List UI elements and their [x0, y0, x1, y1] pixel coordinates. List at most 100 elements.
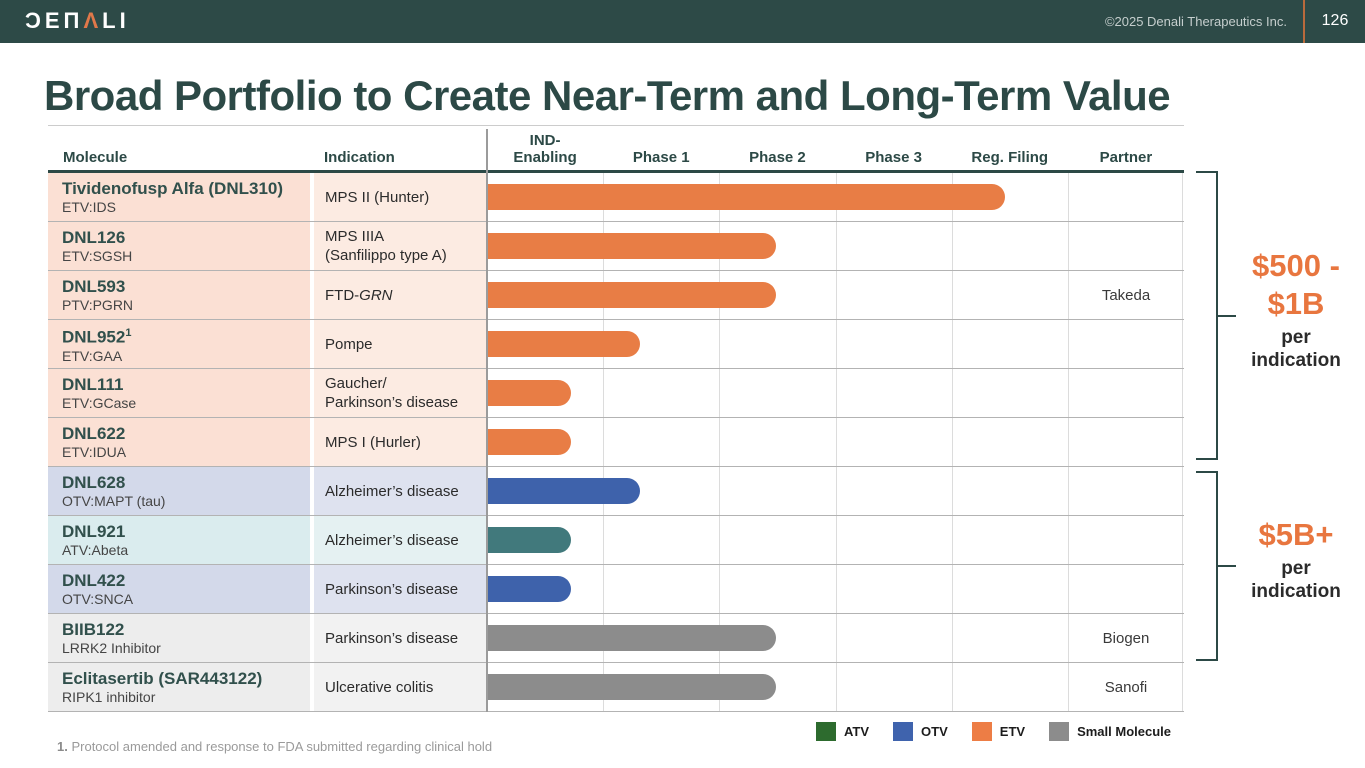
table-row: DNL628 OTV:MAPT (tau) Alzheimer’s disease	[48, 467, 1184, 516]
value-annotation-near-term: $500 - $1B per indication	[1226, 247, 1365, 372]
molecule-name: DNL593	[62, 276, 126, 296]
stage-chart-cell	[487, 614, 1184, 662]
molecule-name: DNL111	[62, 374, 124, 394]
legend-item: ATV	[816, 722, 869, 741]
stage-chart-cell	[487, 222, 1184, 270]
value-caption: per indication	[1251, 558, 1341, 602]
molecule-cell: Eclitasertib (SAR443122) RIPK1 inhibitor	[48, 663, 310, 711]
logo-accent-letter: Λ	[83, 8, 103, 33]
stage-chart-cell	[487, 271, 1184, 319]
table-row: Tividenofusp Alfa (DNL310) ETV:IDS MPS II …	[48, 173, 1184, 222]
legend-label: Small Molecule	[1077, 724, 1171, 739]
molecule-sublabel: ATV:Abeta	[62, 541, 129, 558]
molecule-sublabel: ETV:GCase	[62, 394, 137, 411]
molecule-name: DNL921	[62, 521, 126, 541]
progress-bar	[487, 331, 640, 357]
table-row: DNL126 ETV:SGSH MPS IIIA (Sanfilippo type A…	[48, 222, 1184, 271]
molecule-sublabel: ETV:IDS	[62, 198, 116, 215]
legend-label: OTV	[921, 724, 948, 739]
table-row: Eclitasertib (SAR443122) RIPK1 inhibitor U…	[48, 663, 1184, 712]
indication-cell: MPS II (Hunter)	[314, 173, 487, 221]
col-header-partner: Partner	[1099, 149, 1153, 166]
chart-start-divider	[486, 129, 488, 712]
bracket-mid-tick	[1218, 565, 1236, 567]
indication-cell: Parkinson’s disease	[314, 565, 487, 613]
stage-chart-cell	[487, 369, 1184, 417]
indication-cell: MPS I (Hurler)	[314, 418, 487, 466]
indication-cell: Gaucher/Parkinson’s disease	[314, 369, 487, 417]
molecule-sublabel: ETV:SGSH	[62, 247, 133, 264]
stage-gridline	[952, 173, 953, 712]
stage-gridline	[1182, 173, 1183, 712]
table-row: DNL422 OTV:SNCA Parkinson’s disease	[48, 565, 1184, 614]
stage-gridline	[719, 173, 720, 712]
legend-swatch	[816, 722, 836, 741]
indication-cell: Alzheimer’s disease	[314, 516, 487, 564]
value-bracket-top	[1196, 171, 1236, 460]
molecule-name: DNL622	[62, 423, 126, 443]
indication-cell: FTD-GRN	[314, 271, 487, 319]
indication-cell: Pompe	[314, 320, 487, 368]
header-divider	[1303, 0, 1305, 43]
footnote-marker: 1.	[57, 739, 68, 754]
stage-chart-cell	[487, 663, 1184, 711]
slide-title: Broad Portfolio to Create Near-Term and …	[44, 72, 1171, 119]
molecule-sublabel: PTV:PGRN	[62, 296, 134, 313]
table-row: DNL921 ATV:Abeta Alzheimer’s disease	[48, 516, 1184, 565]
logo-part: LI	[102, 8, 130, 33]
progress-bar	[487, 380, 571, 406]
progress-bar	[487, 576, 571, 602]
denali-logo: ƆEΠΛLI	[25, 8, 130, 34]
indication-cell: Parkinson’s disease	[314, 614, 487, 662]
partner-name: Sanofi	[1104, 678, 1148, 696]
stage-gridline	[836, 173, 837, 712]
stage-chart-cell	[487, 173, 1184, 221]
table-body: Tividenofusp Alfa (DNL310) ETV:IDS MPS II …	[48, 173, 1184, 712]
progress-bar	[487, 184, 1005, 210]
stage-chart-cell	[487, 320, 1184, 368]
legend-item: Small Molecule	[1049, 722, 1171, 741]
value-range-text: $500 - $1B	[1252, 248, 1340, 321]
table-row: DNL111 ETV:GCase Gaucher/Parkinson’s disea…	[48, 369, 1184, 418]
molecule-name: DNL628	[62, 472, 126, 492]
legend-swatch	[1049, 722, 1070, 741]
molecule-name: Tividenofusp Alfa (DNL310)	[62, 178, 284, 198]
progress-bar	[487, 625, 776, 651]
logo-part: ƆEΠ	[25, 8, 84, 33]
table-row: DNL622 ETV:IDUA MPS I (Hurler)	[48, 418, 1184, 467]
platform-legend: ATV OTV ETV Small Molecule	[816, 722, 1171, 741]
footnote: 1. Protocol amended and response to FDA …	[57, 739, 492, 754]
table-row: DNL9521 ETV:GAA Pompe	[48, 320, 1184, 369]
molecule-name: DNL126	[62, 227, 126, 247]
stage-chart-cell	[487, 516, 1184, 564]
footnote-text: Protocol amended and response to FDA sub…	[71, 739, 493, 754]
col-header-stage: Phase 3	[865, 149, 922, 166]
partner-name: Biogen	[1102, 629, 1150, 647]
value-range-text: $5B+	[1258, 517, 1334, 552]
molecule-sublabel: OTV:MAPT (tau)	[62, 492, 166, 509]
indication-cell: MPS IIIA (Sanfilippo type A)	[314, 222, 487, 270]
molecule-sublabel: ETV:IDUA	[62, 443, 127, 460]
molecule-name: BIIB122	[62, 619, 125, 639]
stage-chart-cell	[487, 418, 1184, 466]
value-annotation-long-term: $5B+ per indication	[1226, 516, 1365, 603]
molecule-name: DNL9521	[62, 327, 132, 347]
pipeline-table: Molecule Indication IND- Enabling Phase 1 Ph…	[48, 125, 1184, 713]
stage-gridline	[1068, 173, 1069, 712]
legend-swatch	[971, 722, 992, 741]
copyright-text: ©2025 Denali Therapeutics Inc.	[1104, 14, 1287, 29]
col-header-stage: IND- Enabling	[513, 132, 577, 166]
molecule-cell: DNL111 ETV:GCase	[48, 369, 310, 417]
legend-item: OTV	[893, 722, 948, 741]
table-header-row: Molecule Indication IND- Enabling Phase 1 Ph…	[48, 125, 1184, 171]
progress-bar	[487, 282, 776, 308]
table-row: BIIB122 LRRK2 Inhibitor Parkinson’s diseas…	[48, 614, 1184, 663]
molecule-sublabel: OTV:SNCA	[62, 590, 134, 607]
molecule-cell: DNL921 ATV:Abeta	[48, 516, 310, 564]
progress-bar	[487, 674, 776, 700]
legend-item: ETV	[971, 722, 1026, 741]
molecule-sublabel: ETV:GAA	[62, 347, 123, 364]
col-header-stage: Phase 1	[632, 149, 690, 166]
molecule-cell: DNL9521 ETV:GAA	[48, 320, 310, 368]
legend-label: ETV	[999, 724, 1026, 739]
